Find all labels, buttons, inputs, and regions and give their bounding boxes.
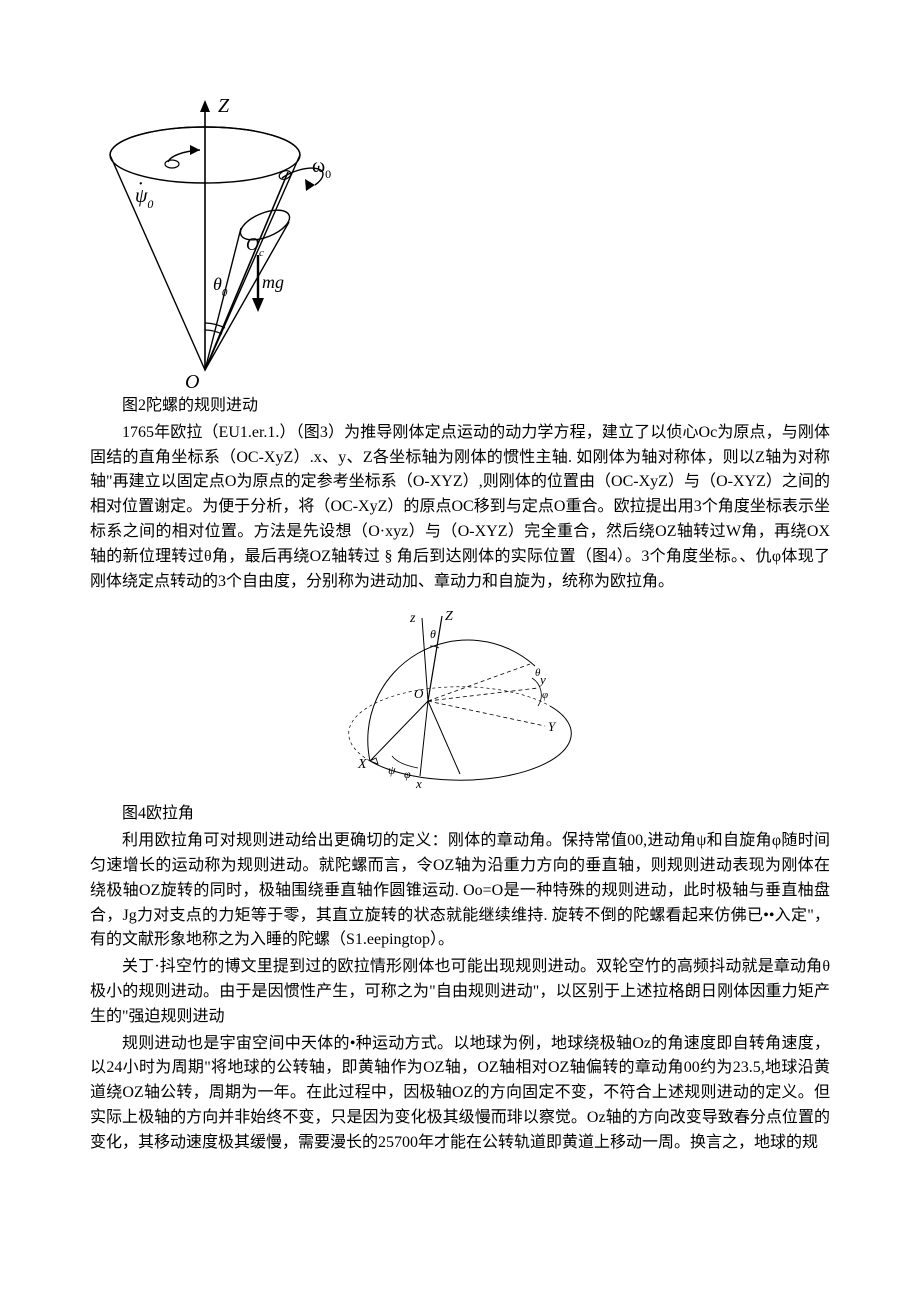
label-O: O [185,371,199,390]
label-bigX: X [357,757,367,772]
precession-arrow [190,145,200,155]
figure-2-caption: 图2陀螺的规则进动 [90,394,830,419]
figure-4-caption: 图4欧拉角 [90,802,830,827]
figure-2: Z · ψ0 ω0 Oc [90,90,830,390]
label-phi4: φ [404,767,411,781]
label-smallz: z [409,611,416,626]
theta-arc2 [205,323,225,328]
aux-axis [428,664,530,701]
paragraph-euler-def: 利用欧拉角可对规则进动给出更确切的定义：刚体的章动角。保持常值00,进动角ψ和自… [90,829,830,953]
theta-arc1 [205,330,222,334]
small-y-axis [428,688,538,701]
small-x-axis [420,701,428,776]
mg-arrowhead [252,298,264,312]
label-omega0: ω0 [312,155,331,181]
spin-axis [205,172,288,370]
label-bigZ: Z [445,609,453,624]
z-arrowhead [200,100,210,112]
label-phi-right: φ [542,689,548,701]
spin-arrow [305,179,315,191]
paragraph-earth: 规则进动也是宇宙空间中天体的•种运动方式。以地球为例，地球绕极轴Oz的角速度即自… [90,1032,830,1156]
label-theta-right: θ [535,667,541,679]
label-smallx: x [415,776,422,791]
paragraph-diabolo: 关丁·抖空竹的博文里提到过的欧拉情形刚体也可能出现规则进动。双轮空竹的高频抖动就… [90,955,830,1029]
label-mg: mg [262,272,284,292]
figure-4: O Z z θ Y y X [90,606,830,796]
label-psi: ψ0 [135,185,153,211]
big-Y-axis [428,701,545,726]
node-line [428,701,460,774]
sphere-arc [368,640,535,761]
paragraph-euler-intro: 1765年欧拉（EU1.er.1.）（图3）为推导刚体定点运动的动力学方程，建立… [90,421,830,595]
label-theta: θ [430,627,436,641]
label-theta0: θ0 [213,274,228,299]
label-Z: Z [218,95,230,117]
precession-loop [165,160,179,168]
label-O4: O [414,686,424,701]
big-X-axis [370,701,428,761]
euler-angles-diagram: O Z z θ Y y X [340,606,580,796]
label-Y: Y [548,719,557,734]
gyroscope-diagram: Z · ψ0 ω0 Oc [90,90,350,390]
label-psi4: ψ [388,763,396,777]
equator-front [370,706,571,780]
